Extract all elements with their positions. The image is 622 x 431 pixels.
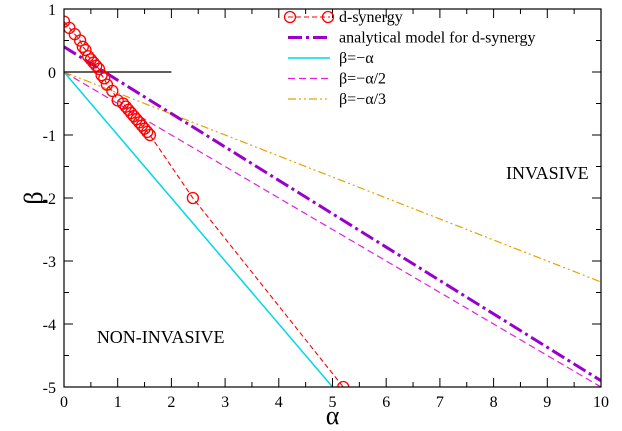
series-line: [64, 71, 334, 387]
x-tick-label: 2: [167, 394, 175, 411]
legend-entry-label: analytical model for d-synergy: [339, 30, 536, 47]
data-point-marker: [106, 84, 119, 98]
x-tick-label: 4: [275, 394, 283, 411]
legend-entry-label: β=−α/2: [339, 71, 386, 88]
data-point-marker: [337, 380, 350, 387]
x-tick-label: 3: [221, 394, 229, 411]
x-tick-label: 6: [382, 394, 390, 411]
x-tick-label: 10: [593, 394, 609, 411]
x-tick-label: 5: [329, 394, 337, 411]
y-axis-label: β: [19, 191, 48, 204]
legend-marker-sample: [283, 10, 297, 24]
y-tick-label: 0: [48, 65, 56, 82]
x-tick-label: 1: [114, 394, 122, 411]
y-tick-label: -1: [43, 128, 56, 145]
series-layer: [64, 15, 601, 387]
series-line: [64, 45, 601, 382]
data-point-marker: [141, 125, 154, 139]
data-point-marker: [92, 62, 106, 75]
legend-marker-sample: [321, 10, 335, 24]
region-annotation: INVASIVE: [506, 163, 589, 183]
y-tick-label: -5: [43, 380, 56, 397]
region-annotation: NON-INVASIVE: [97, 327, 225, 347]
data-point-marker: [73, 34, 87, 47]
series-line: [64, 71, 601, 283]
series-line: [64, 71, 601, 387]
legend-entry-label: β=−α/3: [339, 91, 386, 108]
x-tick-label: 0: [60, 394, 68, 411]
y-tick-label: -2: [43, 191, 56, 208]
legend-entry-label: β=−α: [339, 50, 374, 67]
y-tick-label: -4: [43, 317, 56, 334]
data-point-marker: [76, 40, 89, 53]
x-tick-label: 9: [543, 394, 551, 411]
y-tick-label: 1: [48, 2, 56, 19]
x-tick-label: 8: [490, 394, 498, 411]
legend-entry-label: d-synergy: [339, 9, 403, 26]
data-point-marker: [79, 43, 92, 57]
y-tick-label: -3: [43, 254, 56, 271]
data-point-marker: [98, 72, 111, 85]
x-tick-label: 7: [436, 394, 444, 411]
legend: d-synergy analytical model for d-synergy β…: [283, 9, 536, 108]
data-point-marker: [95, 69, 108, 82]
annotation-layer: INVASIVE NON-INVASIVE: [97, 163, 589, 347]
data-point-marker: [64, 15, 71, 28]
data-point-marker: [143, 128, 157, 142]
x-axis-label: α: [326, 401, 340, 430]
data-point-marker: [186, 191, 200, 205]
data-point-marker: [90, 59, 103, 72]
